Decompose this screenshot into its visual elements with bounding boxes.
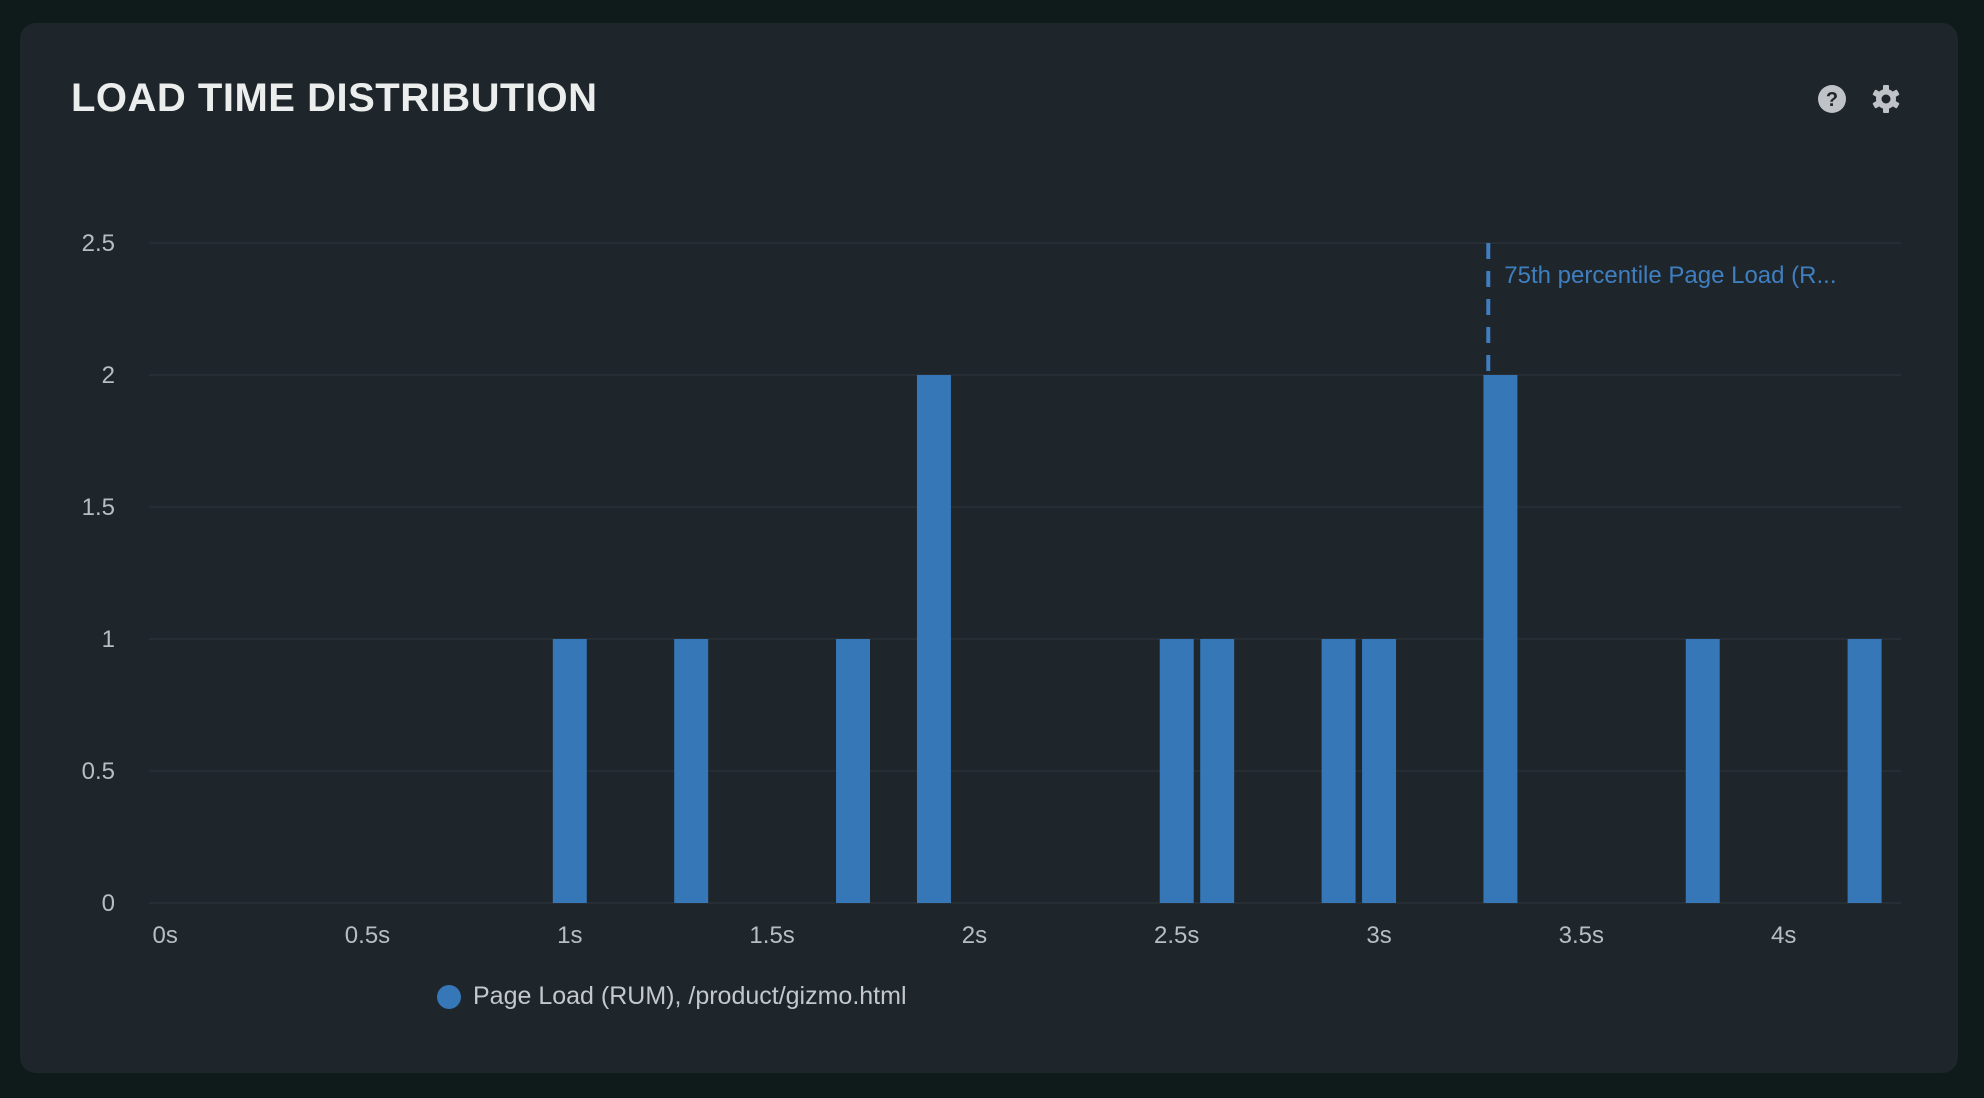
histogram-bar	[1685, 639, 1720, 903]
x-tick-label: 4s	[1771, 922, 1796, 949]
x-tick-label: 1.5s	[749, 922, 794, 949]
y-tick-label: 1.5	[82, 494, 115, 521]
x-tick-label: 1s	[557, 922, 582, 949]
legend-dot-icon	[437, 984, 461, 1009]
x-tick-label: 0s	[153, 922, 178, 949]
gear-icon[interactable]	[1871, 84, 1901, 114]
histogram-bar	[1321, 639, 1356, 903]
chart-card	[20, 23, 1958, 1073]
x-tick-label: 2s	[962, 922, 987, 949]
x-tick-label: 3s	[1366, 922, 1391, 949]
svg-text:?: ?	[1826, 89, 1838, 111]
x-tick-label: 2.5s	[1154, 922, 1199, 949]
y-tick-label: 2	[102, 362, 115, 389]
percentile-label: 75th percentile Page Load (R...	[1504, 262, 1836, 289]
histogram-bar	[674, 639, 709, 903]
histogram-bar	[1847, 639, 1882, 903]
y-tick-label: 1	[102, 626, 115, 653]
legend-label: Page Load (RUM), /product/gizmo.html	[473, 982, 907, 1010]
legend-item[interactable]: Page Load (RUM), /product/gizmo.html	[437, 982, 907, 1011]
x-tick-label: 3.5s	[1559, 922, 1604, 949]
histogram-bar	[1362, 639, 1397, 903]
y-tick-label: 2.5	[82, 230, 115, 257]
help-icon[interactable]: ?	[1817, 84, 1847, 114]
histogram-bar	[1200, 639, 1235, 903]
histogram-bar	[552, 639, 587, 903]
histogram-bar	[1159, 639, 1194, 903]
y-tick-label: 0.5	[82, 758, 115, 785]
x-tick-label: 0.5s	[345, 922, 390, 949]
histogram-bar	[1483, 375, 1518, 903]
page-title: LOAD TIME DISTRIBUTION	[71, 76, 598, 120]
histogram-bar	[916, 375, 951, 903]
histogram-bar	[836, 639, 871, 903]
y-tick-label: 0	[102, 890, 115, 917]
